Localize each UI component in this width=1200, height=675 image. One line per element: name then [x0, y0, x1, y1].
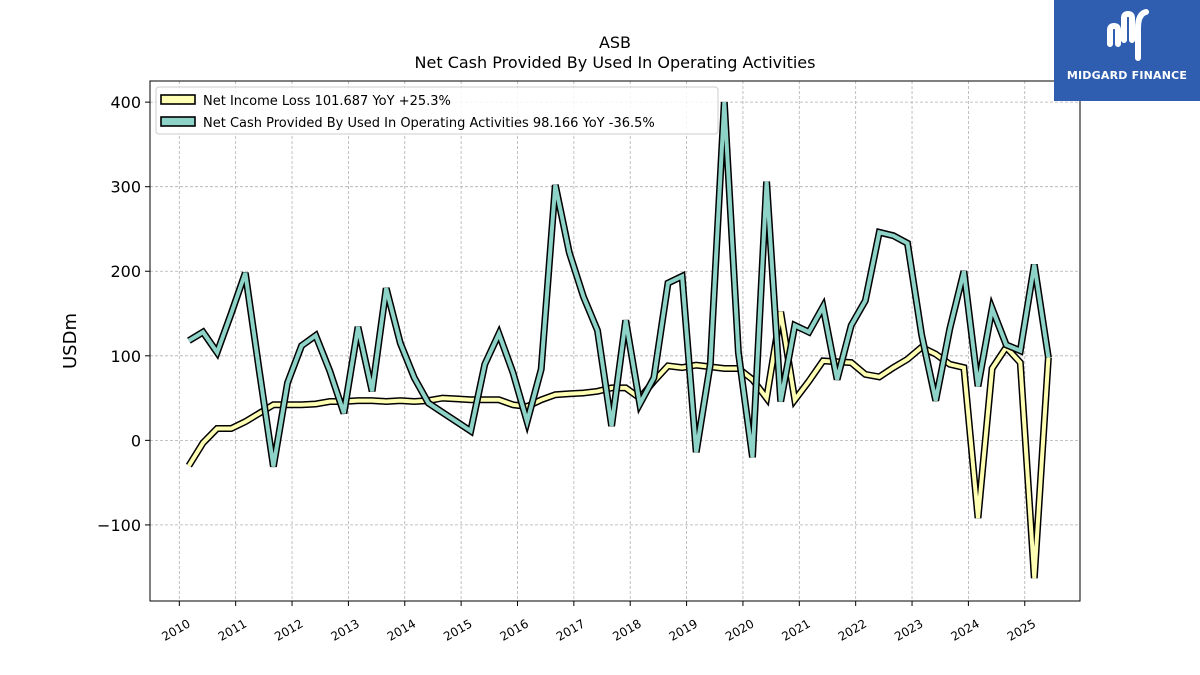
- x-tick-label: 2016: [498, 616, 531, 643]
- y-tick-label: −100: [97, 516, 141, 535]
- brand-logo: MIDGARD FINANCE: [1054, 0, 1200, 101]
- brand-name: MIDGARD FINANCE: [1066, 69, 1188, 82]
- legend-label: Net Income Loss 101.687 YoY +25.3%: [203, 94, 451, 109]
- legend-box: [155, 86, 719, 135]
- x-axis: 2010 2011 2012 2013 2014 2015 2016 2017 2018 2019…: [159, 601, 1038, 644]
- x-tick-label: 2021: [779, 616, 812, 643]
- legend-swatch: [160, 116, 196, 127]
- series-stroke: [187, 101, 1051, 467]
- x-tick-label: 2019: [667, 616, 700, 643]
- chart-title: ASB: [599, 33, 631, 52]
- y-axis-label: USDm: [60, 313, 81, 369]
- x-tick-label: 2022: [836, 616, 869, 643]
- y-tick-label: 200: [110, 262, 141, 281]
- series-outline: [187, 101, 1052, 468]
- midgard-logo-icon: [1107, 9, 1149, 61]
- x-tick-label: 2012: [272, 616, 305, 643]
- y-tick-label: 100: [110, 347, 141, 366]
- x-tick-label: 2018: [610, 616, 643, 643]
- grid: [150, 81, 1080, 601]
- x-tick-label: 2010: [159, 616, 192, 643]
- y-tick-label: 300: [110, 178, 141, 197]
- x-tick-label: 2024: [948, 616, 981, 643]
- chart-subtitle: Net Cash Provided By Used In Operating A…: [415, 53, 816, 72]
- plot-frame: [149, 80, 1081, 602]
- series-2-line: [187, 101, 1052, 468]
- x-tick-label: 2020: [723, 616, 756, 643]
- x-tick-label: 2023: [892, 616, 925, 643]
- legend-swatch: [160, 94, 196, 105]
- y-tick-label: 400: [110, 93, 141, 112]
- x-tick-label: 2011: [216, 616, 249, 643]
- x-tick-label: 2014: [385, 616, 418, 643]
- x-tick-label: 2013: [328, 616, 361, 643]
- y-axis: −100 0 100 200 300 400: [97, 93, 150, 535]
- y-tick-label: 0: [131, 431, 141, 450]
- legend-label: Net Cash Provided By Used In Operating A…: [203, 116, 655, 131]
- legend: Net Income Loss 101.687 YoY +25.3% Net Ca…: [155, 86, 719, 135]
- x-tick-label: 2017: [554, 616, 587, 643]
- x-tick-label: 2025: [1005, 616, 1038, 643]
- x-tick-label: 2015: [441, 616, 474, 643]
- series-lines: [185, 101, 1052, 579]
